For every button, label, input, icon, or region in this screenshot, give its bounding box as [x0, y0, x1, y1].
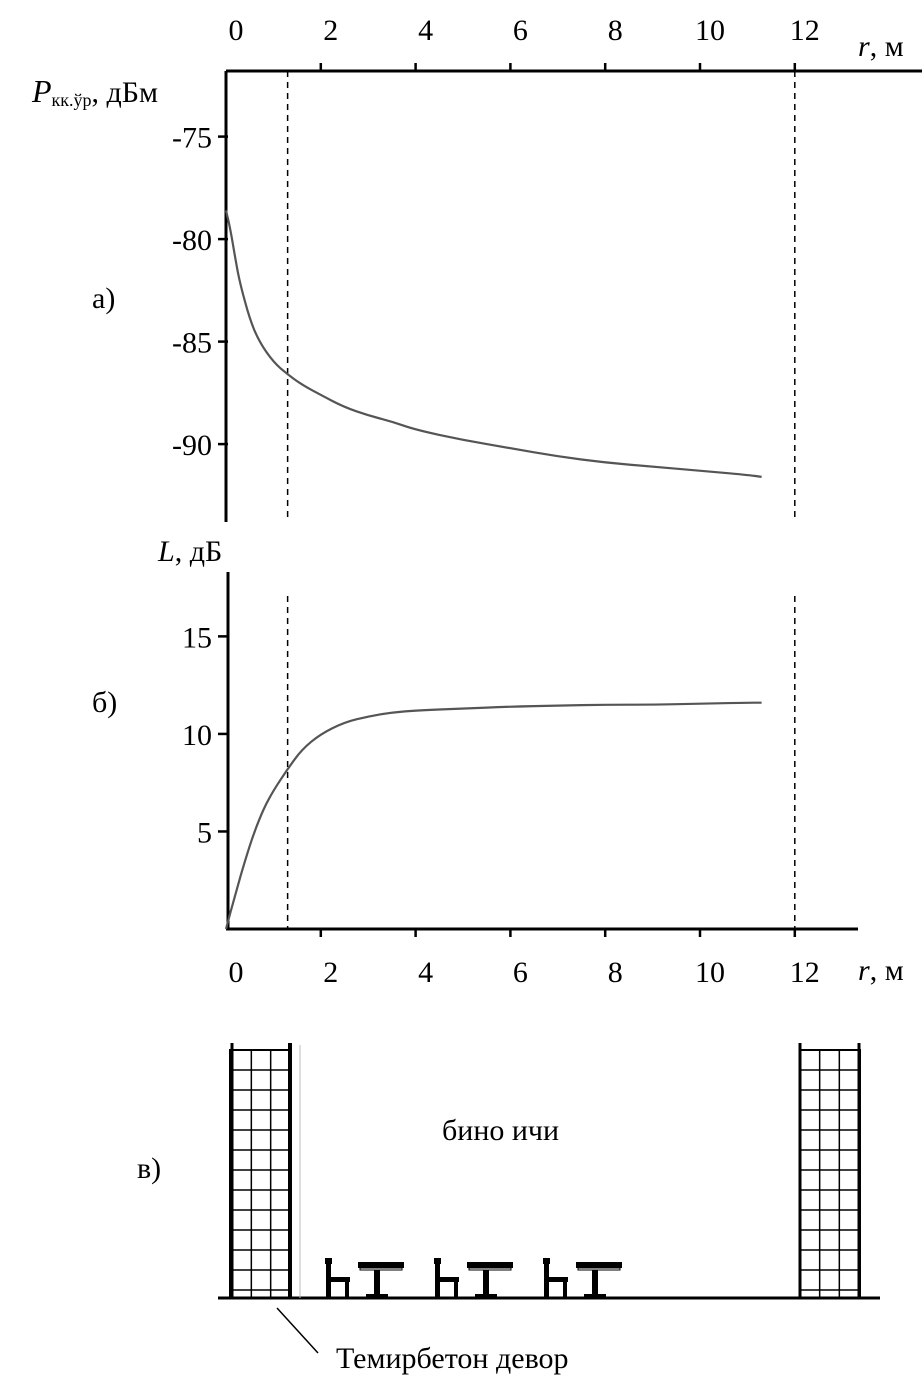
left-wall: [229, 1043, 301, 1299]
desk-sets: [325, 1258, 622, 1298]
room-diagram: в) бино ичи Темирбетон девор: [137, 1043, 880, 1375]
chart-b-x-tick-label: 8: [608, 956, 623, 989]
wall-label: Темирбетон девор: [336, 1342, 569, 1375]
desk-set: [325, 1258, 404, 1298]
chart-b-y-tick-label: 5: [197, 816, 212, 849]
chart-a-x-tick-label: 4: [418, 14, 433, 47]
chart-b-reference-lines: [286, 596, 796, 929]
chart-a-x-tick-label: 6: [513, 14, 528, 47]
chart-b-y-ticks: 5 10 15: [182, 621, 228, 849]
chart-a-x-axis-title: r, м: [858, 30, 904, 63]
chart-a-x-tick-label: 10: [695, 14, 725, 47]
chart-a-y-ticks: -75 -80 -85 -90: [172, 122, 228, 462]
chart-a-x-tick-label: 8: [608, 14, 623, 47]
right-wall: [798, 1043, 861, 1299]
chart-b-x-axis-title: r, м: [858, 954, 904, 987]
chart-a-y-tick-label: -75: [172, 122, 212, 155]
chart-a: 0 2 4 6 8 10 12 -75-80-85-90 r, м Pкк.ўр, дБм …: [31, 14, 922, 522]
chart-b-panel-label: б): [92, 686, 117, 719]
chart-a-x-ticks: 0 2 4 6 8 10 12: [229, 14, 820, 71]
chart-b-x-tick-label: 0: [229, 956, 244, 989]
chart-a-y-tick-label: -80: [172, 224, 212, 257]
chart-b-y-tick-label: 15: [182, 621, 212, 654]
chart-a-x-tick-label: 12: [790, 14, 820, 47]
chart-b-y-axis-title: L, дБ: [157, 535, 222, 568]
room-panel-label: в): [137, 1152, 161, 1185]
chart-a-y-axis-title: Pкк.ўр, дБм: [31, 73, 158, 110]
chart-b-x-tick-label: 4: [418, 956, 433, 989]
chart-a-x-tick-label: 0: [229, 14, 244, 47]
chart-a-y-tick-label: -85: [172, 327, 212, 360]
wall-pointer-line: [276, 1307, 319, 1354]
chart-b-x-tick-label: 10: [695, 956, 725, 989]
chart-a-panel-label: а): [92, 282, 115, 315]
chart-a-series-line: [224, 210, 762, 478]
chart-a-x-tick-label: 2: [323, 14, 338, 47]
chart-b-x-tick-label: 6: [513, 956, 528, 989]
chart-b-x-ticks: 0 2 4 6 8 10 12: [229, 929, 820, 989]
desk-set: [543, 1258, 622, 1298]
chart-b-y-tick-label: 10: [182, 719, 212, 752]
chart-b-series-line: [224, 701, 762, 930]
chart-b-x-tick-label: 2: [323, 956, 338, 989]
chart-b: 0 2 4 6 8 10 12 5 10 15 L, дБ r, м б): [92, 535, 904, 989]
desk-set: [434, 1258, 513, 1298]
chart-a-y-tick-label: -90: [172, 429, 212, 462]
chart-b-x-tick-label: 12: [790, 956, 820, 989]
chart-a-reference-lines: [286, 71, 796, 522]
room-interior-label: бино ичи: [442, 1114, 559, 1147]
